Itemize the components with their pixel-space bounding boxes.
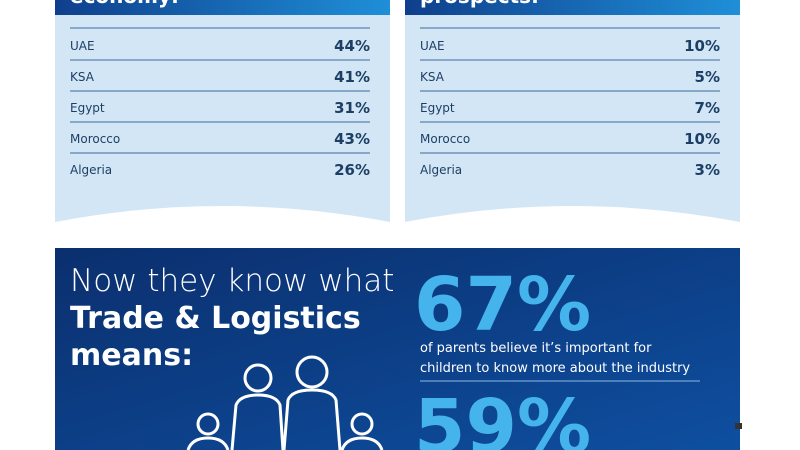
stat-value: 59% [414, 384, 591, 450]
banner-bg [55, 248, 740, 450]
row-value: 31% [334, 99, 370, 117]
panel-bg [55, 0, 390, 222]
row-label: UAE [70, 39, 95, 53]
row-label: Algeria [70, 163, 112, 177]
stat-value: 67% [414, 262, 591, 348]
row-value: 26% [334, 161, 370, 179]
row-value: 44% [334, 37, 370, 55]
row-label: Morocco [420, 132, 470, 146]
panel-heading: prospects: [420, 0, 539, 8]
row-label: Egypt [420, 101, 455, 115]
banner-title: Now they know what [70, 263, 394, 299]
stat-caption: of parents believe it’s important for [420, 341, 652, 356]
row-value: 3% [695, 161, 720, 179]
banner-title: means: [70, 338, 193, 373]
row-value: 41% [334, 68, 370, 86]
row-label: Egypt [70, 101, 105, 115]
panel-curve [405, 206, 740, 222]
row-label: KSA [70, 70, 95, 84]
row-value: 10% [684, 37, 720, 55]
row-label: UAE [420, 39, 445, 53]
banner: Now they know what Trade & Logistics mea… [55, 248, 740, 450]
left-panel [55, 0, 390, 222]
stat-caption: children to know more about the industry [420, 361, 690, 376]
row-value: 43% [334, 130, 370, 148]
panel-header [55, 0, 390, 15]
panel-curve [55, 206, 390, 222]
row-label: KSA [420, 70, 445, 84]
row-label: Morocco [70, 132, 120, 146]
page-marker [735, 423, 742, 429]
right-panel [405, 0, 740, 222]
row-value: 7% [695, 99, 720, 117]
row-label: Algeria [420, 163, 462, 177]
panel-heading: economy: [70, 0, 179, 8]
row-value: 10% [684, 130, 720, 148]
panel-header [405, 0, 740, 15]
row-value: 5% [695, 68, 720, 86]
family-icon [186, 355, 384, 450]
banner-title: Trade & Logistics [70, 301, 361, 336]
panel-bg [405, 0, 740, 222]
